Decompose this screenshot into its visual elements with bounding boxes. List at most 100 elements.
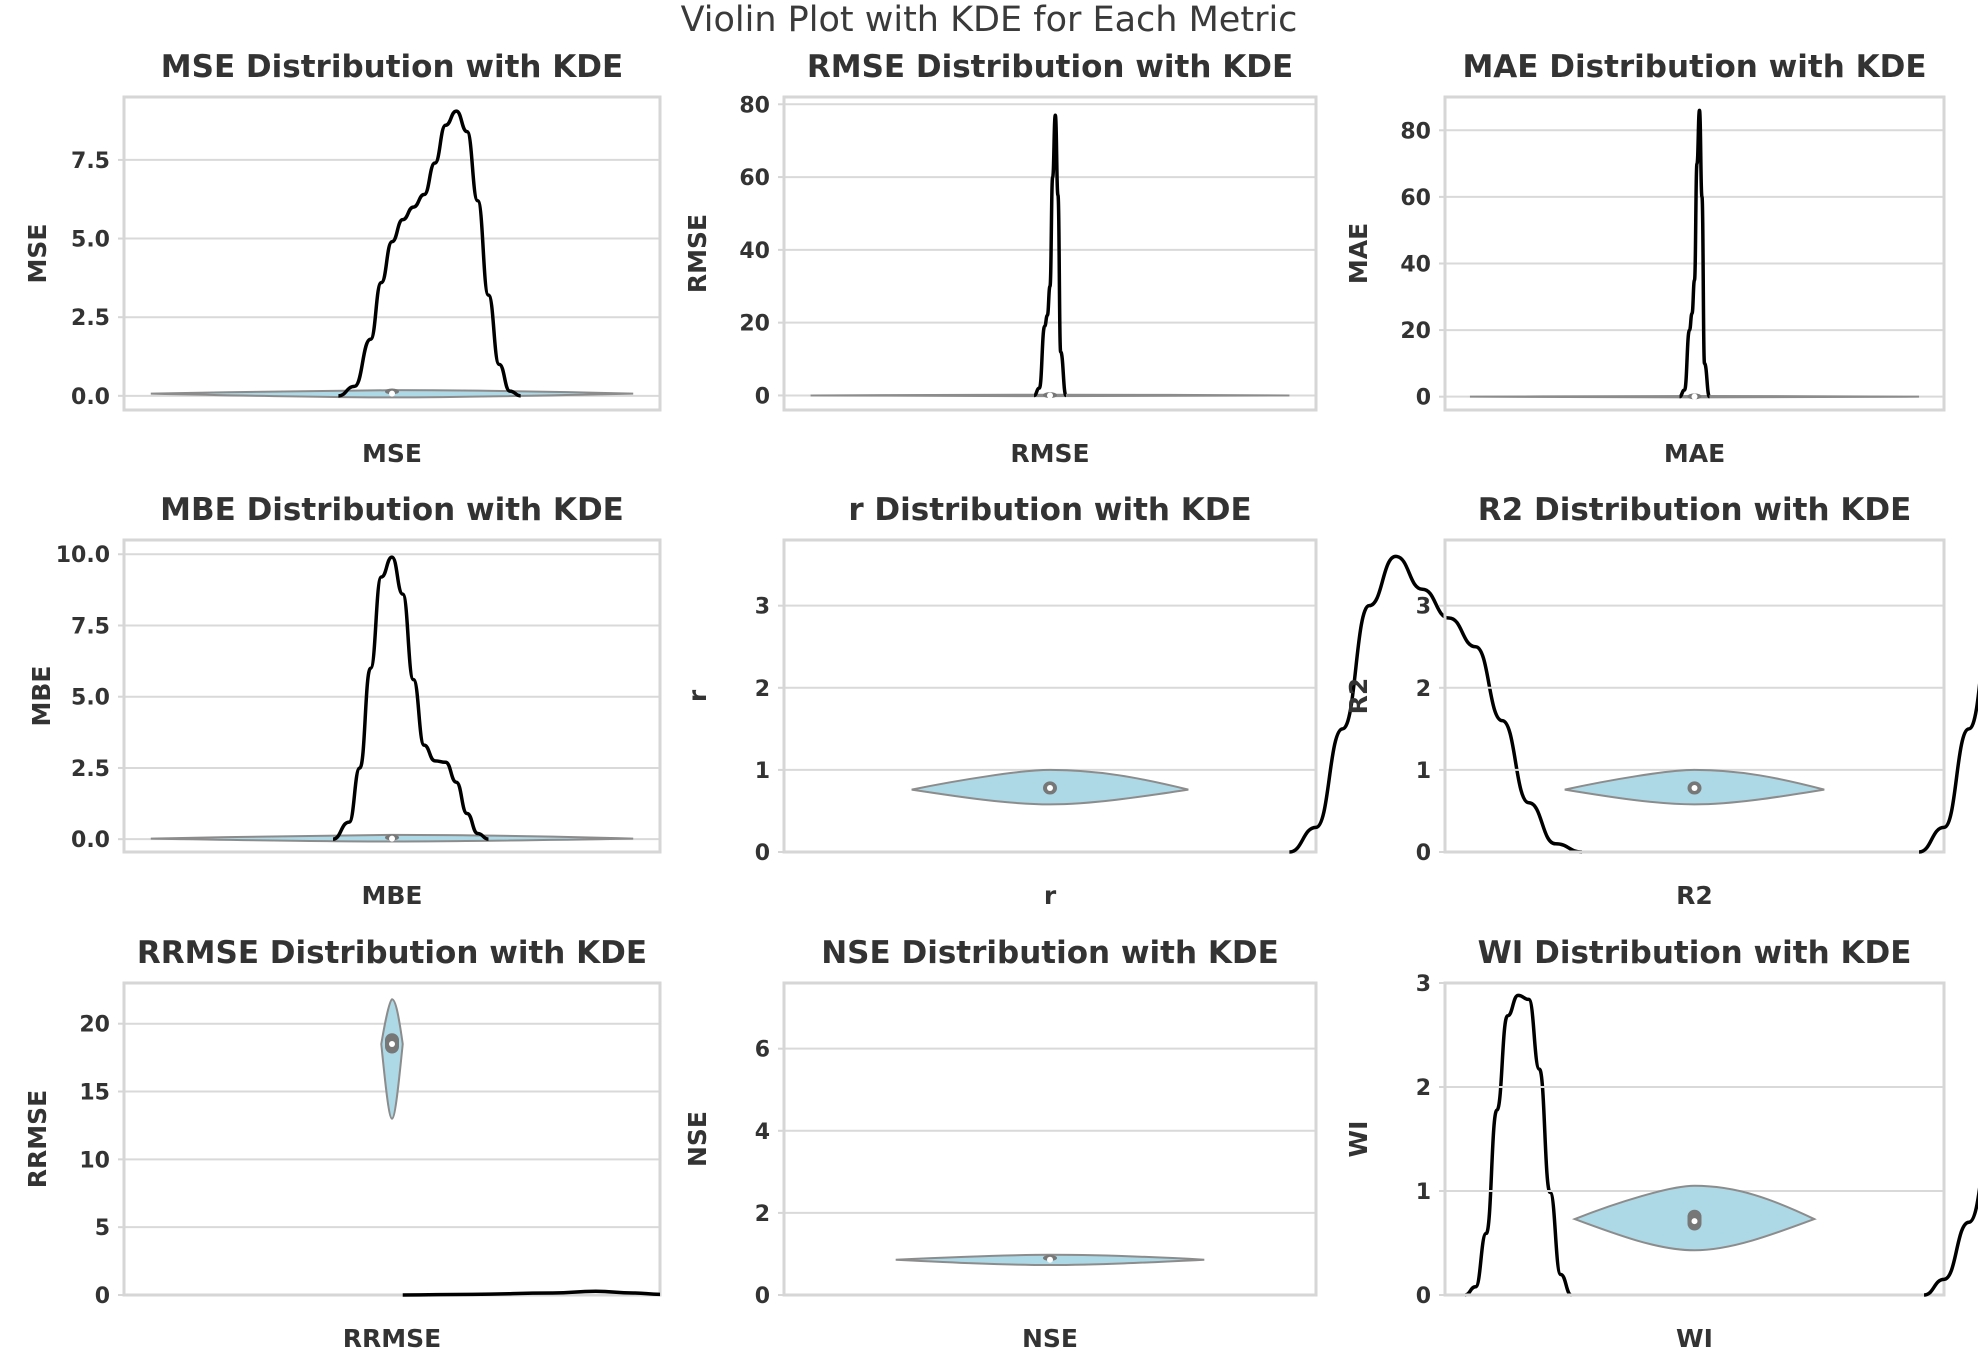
y-axis-label: RMSE [683,214,712,293]
subplot-mae: 0 20 40 60 80 MAE Distribution with KDE MAE MAE [1344,49,1946,468]
subplot-title: MAE Distribution with KDE [1462,49,1926,85]
violin-median [389,835,395,842]
kde-line [1918,683,1978,854]
kde-line [332,555,489,841]
y-tick-label: 0 [1416,841,1431,866]
x-axis-label: RRMSE [343,1324,441,1351]
y-tick-label: 10.0 [56,543,110,568]
y-tick-label: 5.0 [71,686,110,711]
y-tick-label: 3 [1416,972,1431,997]
y-axis-label: r [683,689,712,702]
y-axis-label: MSE [23,224,52,284]
violin-median [1047,392,1053,399]
violin-body [380,998,404,1120]
kde-line [1678,108,1712,399]
y-tick-label: 80 [739,93,770,118]
y-tick-label: 20 [79,1013,110,1038]
y-tick-label: 80 [1400,119,1431,144]
subplot-nse: 0 2 4 6 NSE Distribution with KDE NSE NSE [683,935,1573,1353]
kde-line [338,109,521,398]
subplot-title: R2 Distribution with KDE [1478,492,1912,528]
subplot-wi: 0 1 2 3 WI Distribution with KDE WI WI [1344,935,1978,1353]
y-tick-label: 40 [739,239,770,264]
plot-frame [782,538,1318,854]
subplot-mbe: 0.0 2.5 5.0 7.5 10.0 MBE Distribution with KD… [27,492,662,910]
subplot-mse: 0.0 2.5 5.0 7.5 MSE Distribution with KDE MSE… [23,49,662,468]
kde-line [1033,113,1068,398]
y-tick-label: 2.5 [71,757,110,782]
subplot-title: r Distribution with KDE [848,492,1251,528]
y-tick-label: 2 [755,1202,770,1227]
subplot-title: RRMSE Distribution with KDE [137,935,647,971]
y-tick-label: 0 [1416,1284,1431,1309]
subplot-title: RMSE Distribution with KDE [807,49,1293,85]
x-axis-label: NSE [1022,1324,1078,1351]
plot-frame [122,95,662,412]
subplot-r2: 0 1 2 3 R2 Distribution with KDE R2 R2 [1344,492,1978,910]
y-tick-label: 0.0 [71,385,110,410]
y-tick-label: 0 [1416,386,1431,411]
y-tick-label: 2 [1416,1076,1431,1101]
y-axis-label: MBE [27,665,56,726]
y-tick-label: 7.5 [71,614,110,639]
y-tick-label: 10 [79,1148,110,1173]
y-tick-label: 5.0 [71,228,110,253]
y-tick-label: 6 [755,1038,770,1063]
violin-median [1691,784,1698,791]
x-axis-label: WI [1676,1324,1713,1351]
y-axis-label: MAE [1344,223,1373,284]
y-axis-label: R2 [1344,678,1373,715]
y-tick-label: 2.5 [71,306,110,331]
plot-frame [782,95,1318,412]
y-tick-label: 0 [755,384,770,409]
kde-line [402,1289,661,1297]
subplot-rmse: 0 20 40 60 80 RMSE Distribution with KDE RMSE R… [683,49,1318,468]
plot-frame [122,981,662,1297]
y-tick-label: 20 [1400,319,1431,344]
plot-frame [122,538,662,854]
violin-median [389,1041,395,1048]
subplot-title: WI Distribution with KDE [1478,935,1912,971]
y-tick-label: 1 [1416,1180,1431,1205]
subplot-title: NSE Distribution with KDE [821,935,1279,971]
y-tick-label: 7.5 [71,149,110,174]
x-axis-label: MSE [362,439,422,468]
violin-median [389,390,395,397]
subplot-rrmse: 0 5 10 15 20 RRMSE Distribution with KDE RRMSE… [23,935,662,1353]
y-tick-label: 40 [1400,252,1431,277]
y-tick-label: 4 [755,1120,770,1145]
x-axis-label: RMSE [1010,439,1089,468]
violin-median [1691,1218,1698,1225]
plot-frame [1443,95,1946,412]
y-tick-label: 1 [1416,759,1431,784]
y-tick-label: 60 [1400,186,1431,211]
y-tick-label: 2 [1416,677,1431,702]
y-tick-label: 1 [755,759,770,784]
y-axis-label: RRMSE [23,1090,52,1188]
x-axis-label: r [1044,881,1057,910]
violin-median [1047,784,1053,791]
y-tick-label: 0 [95,1284,110,1309]
y-tick-label: 5 [95,1216,110,1241]
figure-title: Violin Plot with KDE for Each Metric [680,0,1298,40]
y-tick-label: 15 [79,1081,110,1106]
y-tick-label: 60 [739,166,770,191]
y-tick-label: 0 [755,1284,770,1309]
plot-frame [1443,981,1946,1297]
violin-median [1691,393,1698,400]
x-axis-label: MBE [361,881,422,910]
subplot-r: 0 1 2 3 r Distribution with KDE r r [683,492,1583,910]
kde-line [1464,993,1573,1297]
subplot-title: MBE Distribution with KDE [160,492,624,528]
y-tick-label: 2 [755,677,770,702]
x-axis-label: MAE [1664,439,1725,468]
x-axis-label: R2 [1676,881,1713,910]
kde-line [1289,554,1583,854]
y-tick-label: 20 [739,312,770,337]
subplot-title: MSE Distribution with KDE [161,49,623,85]
y-tick-label: 0 [755,841,770,866]
violin-median [1047,1256,1053,1263]
y-tick-label: 3 [1416,595,1431,620]
